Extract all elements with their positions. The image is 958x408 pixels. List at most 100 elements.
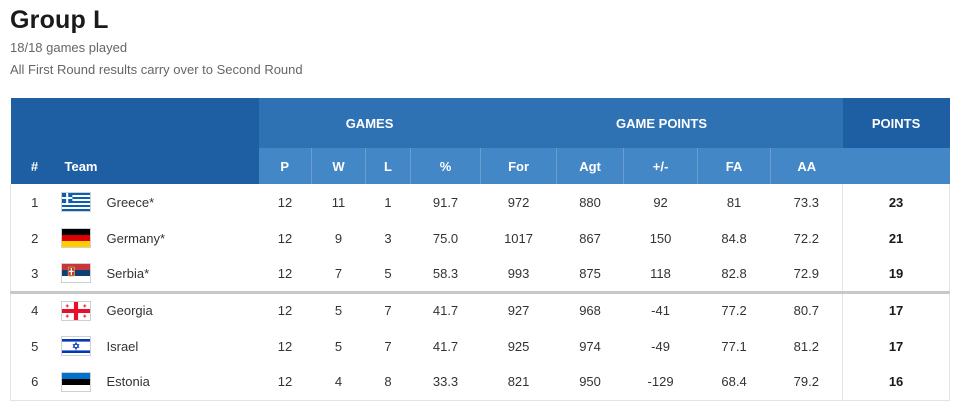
team-name: Israel — [106, 338, 139, 354]
israel-flag-icon — [60, 336, 91, 356]
table-row: 2 Germany* 12 9 3 75.0 1017 8 — [10, 220, 951, 256]
col-for-header[interactable]: For — [480, 148, 558, 184]
col-lost-header[interactable]: L — [365, 148, 411, 184]
played-cell: 12 — [258, 290, 312, 328]
table-row: 1 Gree — [10, 184, 951, 220]
agt-cell: 880 — [579, 194, 601, 210]
agt-cell: 974 — [579, 338, 601, 354]
fa-cell: 68.4 — [697, 364, 771, 401]
points-cell: 19 — [842, 256, 951, 292]
col-rank-header[interactable]: # — [10, 148, 59, 184]
lost-cell: 7 — [365, 290, 411, 328]
fa-cell: 81 — [726, 194, 742, 210]
estonia-flag-icon — [60, 371, 91, 392]
pct-cell: 58.3 — [432, 265, 459, 281]
points-cell: 16 — [842, 364, 951, 401]
col-points-header — [842, 148, 950, 184]
lost-cell: 8 — [365, 364, 411, 401]
fa-cell: 77.2 — [697, 290, 771, 328]
pct-cell: 41.7 — [432, 338, 459, 354]
col-agt-header[interactable]: Agt — [556, 148, 625, 184]
diff-cell: -49 — [651, 338, 670, 354]
for-cell: 925 — [507, 338, 530, 354]
diff-cell: -41 — [623, 290, 698, 328]
team-name: Serbia* — [106, 265, 150, 281]
diff-cell: -129 — [623, 364, 698, 401]
team-cell[interactable]: Germany* — [59, 220, 259, 256]
won-cell: 7 — [334, 265, 343, 281]
fa-cell: 77.1 — [721, 338, 747, 354]
aa-cell: 73.3 — [793, 194, 819, 210]
rank-cell: 4 — [10, 290, 59, 328]
team-cell[interactable]: Serbia* — [59, 256, 259, 292]
agt-cell: 875 — [579, 265, 601, 281]
pct-cell: 41.7 — [410, 290, 481, 328]
rank-cell: 3 — [10, 256, 59, 292]
aa-cell: 80.7 — [770, 290, 843, 328]
points-cell: 17 — [842, 328, 951, 364]
team-name: Georgia — [106, 303, 153, 319]
lost-cell: 5 — [384, 265, 392, 281]
serbia-flag-icon — [60, 263, 91, 284]
greece-flag-icon — [60, 192, 91, 212]
table-row: 6 Estonia 12 4 8 33.3 821 950 — [10, 364, 951, 401]
for-cell: 1017 — [504, 230, 533, 246]
won-cell: 9 — [334, 230, 343, 246]
col-diff-header[interactable]: +/- — [623, 148, 699, 184]
played-cell: 12 — [277, 265, 293, 281]
for-cell: 993 — [507, 265, 530, 281]
pct-cell: 33.3 — [410, 364, 481, 401]
col-won-header[interactable]: W — [311, 148, 366, 184]
team-name: Estonia — [106, 374, 150, 390]
rank-cell: 2 — [10, 220, 59, 256]
agt-cell: 950 — [556, 364, 624, 401]
rank-cell: 6 — [10, 364, 59, 401]
col-team-header[interactable]: Team — [58, 148, 259, 184]
points-cell: 17 — [842, 290, 951, 328]
lost-cell: 7 — [384, 338, 392, 354]
won-cell: 5 — [311, 290, 366, 328]
played-cell: 12 — [277, 194, 293, 210]
germany-flag-icon — [60, 228, 91, 248]
col-aa-header[interactable]: AA — [770, 148, 843, 184]
played-cell: 12 — [258, 364, 312, 401]
aa-cell: 72.9 — [793, 265, 819, 281]
team-cell[interactable]: Georgia — [58, 290, 259, 328]
team-cell[interactable]: Estonia — [58, 364, 259, 401]
georgia-flag-icon — [60, 300, 91, 321]
rank-cell: 5 — [10, 328, 59, 364]
fa-cell: 82.8 — [721, 265, 747, 281]
diff-cell: 118 — [650, 265, 671, 281]
points-group-header: POINTS — [842, 98, 950, 148]
col-played-header[interactable]: P — [258, 148, 312, 184]
for-cell: 927 — [480, 290, 557, 328]
played-cell: 12 — [277, 338, 293, 354]
carry-over-note: All First Round results carry over to Se… — [10, 62, 303, 77]
page-title: Group L — [10, 6, 109, 34]
won-cell: 5 — [334, 338, 343, 354]
for-cell: 972 — [507, 194, 530, 210]
header-blank-cell — [10, 98, 259, 148]
lost-cell: 3 — [384, 230, 392, 246]
team-cell[interactable]: Greece* — [59, 184, 259, 220]
table-row: 4 — [10, 290, 951, 328]
games-played-text: 18/18 games played — [10, 40, 128, 55]
agt-cell: 867 — [579, 230, 601, 246]
pct-cell: 75.0 — [432, 230, 459, 246]
table-row: 3 Serbia* 12 — [10, 256, 951, 292]
team-name: Germany* — [106, 230, 166, 246]
col-fa-header[interactable]: FA — [697, 148, 772, 184]
diff-cell: 92 — [653, 194, 668, 210]
table-row: 5 Israel 12 5 7 — [10, 328, 951, 364]
lost-cell: 1 — [384, 194, 392, 210]
points-cell: 21 — [842, 220, 951, 256]
team-cell[interactable]: Israel — [59, 328, 259, 364]
col-pct-header[interactable]: % — [410, 148, 482, 184]
aa-cell: 79.2 — [770, 364, 843, 401]
rank-cell: 1 — [10, 184, 59, 220]
pct-cell: 91.7 — [432, 194, 459, 210]
standings-table: GAMES GAME POINTS POINTS # Team P W L % … — [10, 98, 951, 401]
won-cell: 11 — [331, 194, 346, 210]
aa-cell: 81.2 — [793, 338, 819, 354]
diff-cell: 150 — [649, 230, 672, 246]
